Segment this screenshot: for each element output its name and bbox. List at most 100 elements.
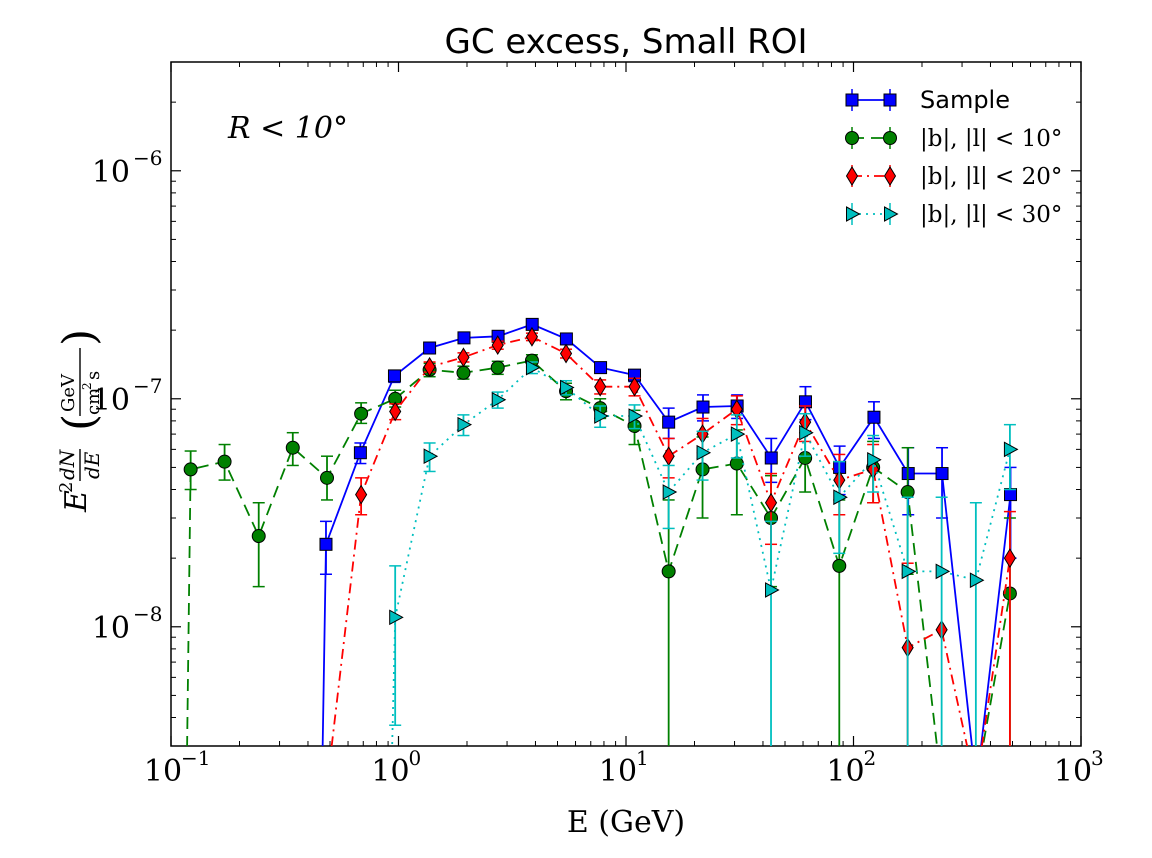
data-point [1003, 548, 1016, 569]
data-point [867, 451, 882, 468]
svg-text:(: ( [54, 414, 105, 431]
series-4 [389, 359, 1019, 746]
data-point [935, 467, 949, 481]
x-tick-label: 10 [144, 754, 182, 789]
data-point [594, 408, 609, 424]
data-point [969, 572, 985, 589]
legend-label: |b|, |l| < 20° [920, 164, 1062, 190]
data-point [833, 489, 848, 506]
data-point [1003, 441, 1019, 458]
data-point [423, 356, 436, 377]
data-point [662, 484, 678, 500]
data-point [525, 326, 539, 347]
legend-marker [883, 93, 897, 107]
data-point [389, 401, 402, 422]
legend-marker [884, 206, 899, 222]
series-line [186, 359, 1011, 746]
x-tick-exponent: 1 [636, 746, 649, 770]
data-point [559, 332, 573, 346]
svg-text:cm: cm [83, 388, 104, 415]
legend-marker [845, 131, 859, 145]
svg-text:GeV: GeV [58, 373, 79, 412]
y-tick-label: 10 [92, 611, 130, 646]
x-tick-label: 10 [599, 754, 637, 789]
legend-label: |b|, |l| < 10° [920, 126, 1062, 152]
y-tick-exponent: −8 [133, 602, 162, 626]
data-point [799, 424, 814, 441]
x-tick-label: 10 [1054, 754, 1092, 789]
data-point [594, 376, 607, 397]
data-point [217, 454, 232, 469]
data-point [355, 484, 368, 505]
legend-item: Sample [845, 86, 1010, 114]
svg-text:2: 2 [56, 482, 77, 493]
x-tick-label: 10 [371, 754, 409, 789]
y-tick-label: 10 [92, 155, 130, 190]
data-point [662, 415, 676, 429]
legend-marker [845, 166, 859, 186]
data-point [387, 369, 401, 383]
x-tick-exponent: 3 [1091, 746, 1104, 770]
svg-text:dE: dE [80, 451, 104, 479]
legend-marker [883, 131, 897, 145]
data-point [628, 376, 641, 397]
data-point [491, 335, 504, 356]
svg-text:): ) [54, 329, 105, 346]
svg-text:dN: dN [55, 448, 79, 480]
legend: Sample |b|, |l| < 10° |b|, |l| < 20° |b|, |… [845, 86, 1062, 228]
x-tick-exponent: 0 [409, 746, 422, 770]
legend-marker [883, 166, 897, 186]
chart-title: GC excess, Small ROI [444, 22, 807, 62]
x-tick-label: 10 [826, 754, 864, 789]
data-point [423, 448, 439, 465]
series-line [321, 323, 1012, 746]
data-point [696, 444, 712, 461]
legend-label: |b|, |l| < 30° [920, 202, 1062, 228]
data-point [389, 609, 404, 626]
data-point [661, 564, 676, 579]
data-point [1004, 488, 1018, 502]
data-point [662, 446, 675, 467]
data-point [730, 426, 746, 442]
x-tick-exponent: 2 [864, 746, 877, 770]
data-point [320, 470, 335, 485]
data-point [354, 406, 369, 421]
data-point [594, 361, 608, 375]
x-axis-label: E (GeV) [567, 805, 685, 840]
series-line [391, 366, 1011, 746]
data-point [901, 563, 917, 580]
annotation-radius: R < 10° [227, 111, 348, 146]
data-point [935, 563, 951, 580]
data-point [456, 365, 471, 380]
data-point [319, 537, 333, 551]
data-point [729, 456, 744, 471]
data-point [353, 446, 367, 460]
data-point [628, 408, 644, 424]
y-tick-exponent: −7 [133, 374, 162, 398]
data-point [183, 462, 198, 477]
svg-text:2: 2 [80, 382, 94, 390]
y-tick-exponent: −6 [133, 146, 162, 170]
data-point [491, 391, 507, 408]
data-point [560, 379, 575, 396]
data-point [764, 451, 778, 465]
data-point [764, 492, 778, 513]
data-point [457, 416, 473, 433]
data-point [696, 400, 710, 414]
y-axis-label: E 2 dN dE ( GeV cm 2 s ) [54, 329, 105, 513]
legend-item: |b|, |l| < 30° [846, 202, 1062, 228]
data-point [525, 359, 541, 376]
data-point [423, 341, 437, 355]
data-point [765, 582, 780, 598]
data-point [285, 440, 300, 455]
data-point [251, 529, 266, 544]
svg-text:E: E [59, 490, 94, 513]
data-point [490, 360, 505, 375]
legend-item: |b|, |l| < 10° [845, 126, 1062, 152]
series-layer [183, 317, 1019, 746]
data-point [559, 343, 573, 364]
legend-item: |b|, |l| < 20° [845, 164, 1062, 190]
data-point [867, 410, 881, 424]
